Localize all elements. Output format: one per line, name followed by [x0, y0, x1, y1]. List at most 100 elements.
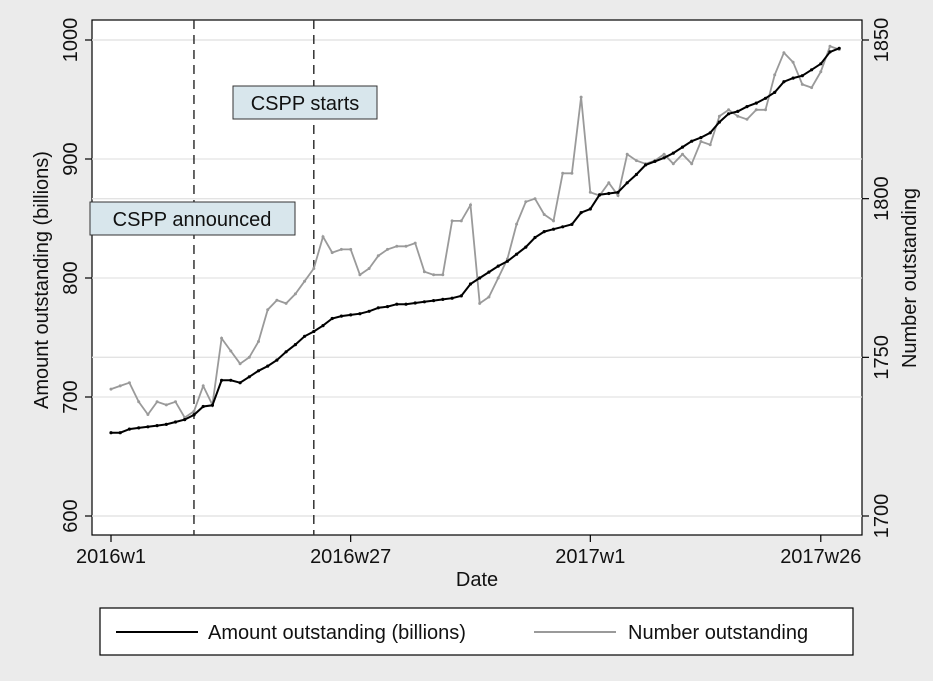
left-tick-label: 1000	[60, 18, 82, 63]
data-point	[745, 117, 749, 121]
data-point	[275, 358, 279, 362]
data-point	[256, 369, 261, 373]
data-point	[174, 400, 177, 404]
annotation-label: CSPP starts	[251, 93, 360, 115]
data-point	[634, 172, 639, 177]
data-point	[469, 203, 472, 207]
data-point	[229, 349, 233, 353]
data-point	[386, 247, 389, 251]
data-point	[339, 314, 343, 318]
data-point	[690, 139, 694, 143]
left-tick-label: 900	[60, 142, 82, 175]
data-point	[413, 301, 417, 305]
data-point	[395, 244, 399, 248]
data-point	[118, 431, 122, 435]
data-point	[800, 74, 804, 78]
series	[109, 44, 841, 435]
right-tick-label: 1750	[871, 335, 893, 380]
data-point	[570, 222, 574, 226]
right-tick-label: 1800	[871, 176, 893, 221]
data-point	[257, 340, 260, 343]
x-tick-label: 2017w26	[780, 546, 861, 568]
data-point	[478, 301, 482, 305]
data-point	[791, 76, 795, 80]
data-point	[422, 270, 426, 274]
data-point	[238, 362, 242, 366]
annotation-cspp-announced: CSPP announced	[89, 201, 296, 236]
data-point	[127, 381, 131, 385]
axes: 600 700 800 900 1000 1700 1750 1800 1850 2016w1 20…	[60, 18, 893, 568]
data-point	[782, 80, 786, 84]
data-point	[385, 305, 390, 309]
legend: Amount outstanding (billions) Number out…	[99, 607, 854, 656]
series-line-amount	[111, 47, 840, 434]
data-point	[127, 427, 131, 431]
data-point	[524, 200, 528, 204]
data-point	[607, 191, 611, 196]
data-point	[736, 114, 740, 118]
data-point	[681, 152, 684, 156]
data-point	[773, 73, 777, 77]
data-point	[293, 292, 297, 296]
data-point	[146, 413, 150, 416]
data-point	[588, 207, 592, 211]
data-point	[330, 251, 334, 255]
data-point	[699, 140, 703, 143]
data-point	[303, 279, 307, 283]
data-point	[533, 197, 537, 201]
data-point	[662, 156, 666, 160]
x-tick-label: 2016w27	[310, 546, 391, 568]
data-point	[496, 276, 500, 280]
data-point	[680, 145, 685, 149]
x-axis-title: Date	[456, 569, 498, 591]
data-point	[717, 114, 721, 118]
data-point	[321, 235, 325, 239]
data-point	[312, 267, 316, 270]
data-point	[699, 136, 703, 140]
annotation-box	[232, 85, 378, 120]
data-point	[533, 235, 537, 240]
data-point	[201, 404, 205, 409]
data-point	[634, 159, 638, 163]
data-point	[137, 426, 141, 430]
data-point	[422, 300, 426, 304]
data-point	[404, 244, 408, 248]
data-point	[210, 403, 214, 407]
data-point	[561, 171, 565, 175]
data-point	[349, 313, 353, 317]
data-point	[773, 90, 777, 94]
right-tick-label: 1850	[871, 18, 893, 63]
legend-label-number: Number outstanding	[628, 622, 808, 644]
data-point	[644, 163, 648, 167]
data-point	[708, 131, 712, 135]
data-point	[828, 50, 832, 54]
data-point	[727, 112, 731, 116]
data-point	[468, 282, 473, 286]
data-point	[109, 431, 113, 435]
data-point	[542, 213, 546, 216]
data-point	[376, 254, 380, 258]
data-point	[459, 219, 463, 223]
data-point	[598, 193, 602, 197]
data-point	[266, 308, 270, 312]
data-point	[828, 44, 832, 48]
data-point	[358, 312, 362, 316]
data-point	[376, 306, 380, 310]
data-point	[616, 190, 620, 194]
data-point	[736, 109, 740, 113]
data-point	[819, 62, 823, 66]
data-point	[312, 329, 316, 334]
data-point	[754, 101, 758, 105]
data-point	[450, 296, 454, 300]
data-point	[247, 375, 251, 379]
data-point	[690, 162, 694, 166]
data-point	[727, 108, 731, 112]
data-point	[358, 273, 362, 277]
data-point	[201, 384, 205, 388]
data-point	[183, 418, 187, 422]
data-point	[220, 336, 224, 340]
data-point	[791, 60, 795, 64]
left-axis-title: Amount outstanding (billions)	[31, 151, 53, 409]
data-point	[653, 159, 657, 163]
